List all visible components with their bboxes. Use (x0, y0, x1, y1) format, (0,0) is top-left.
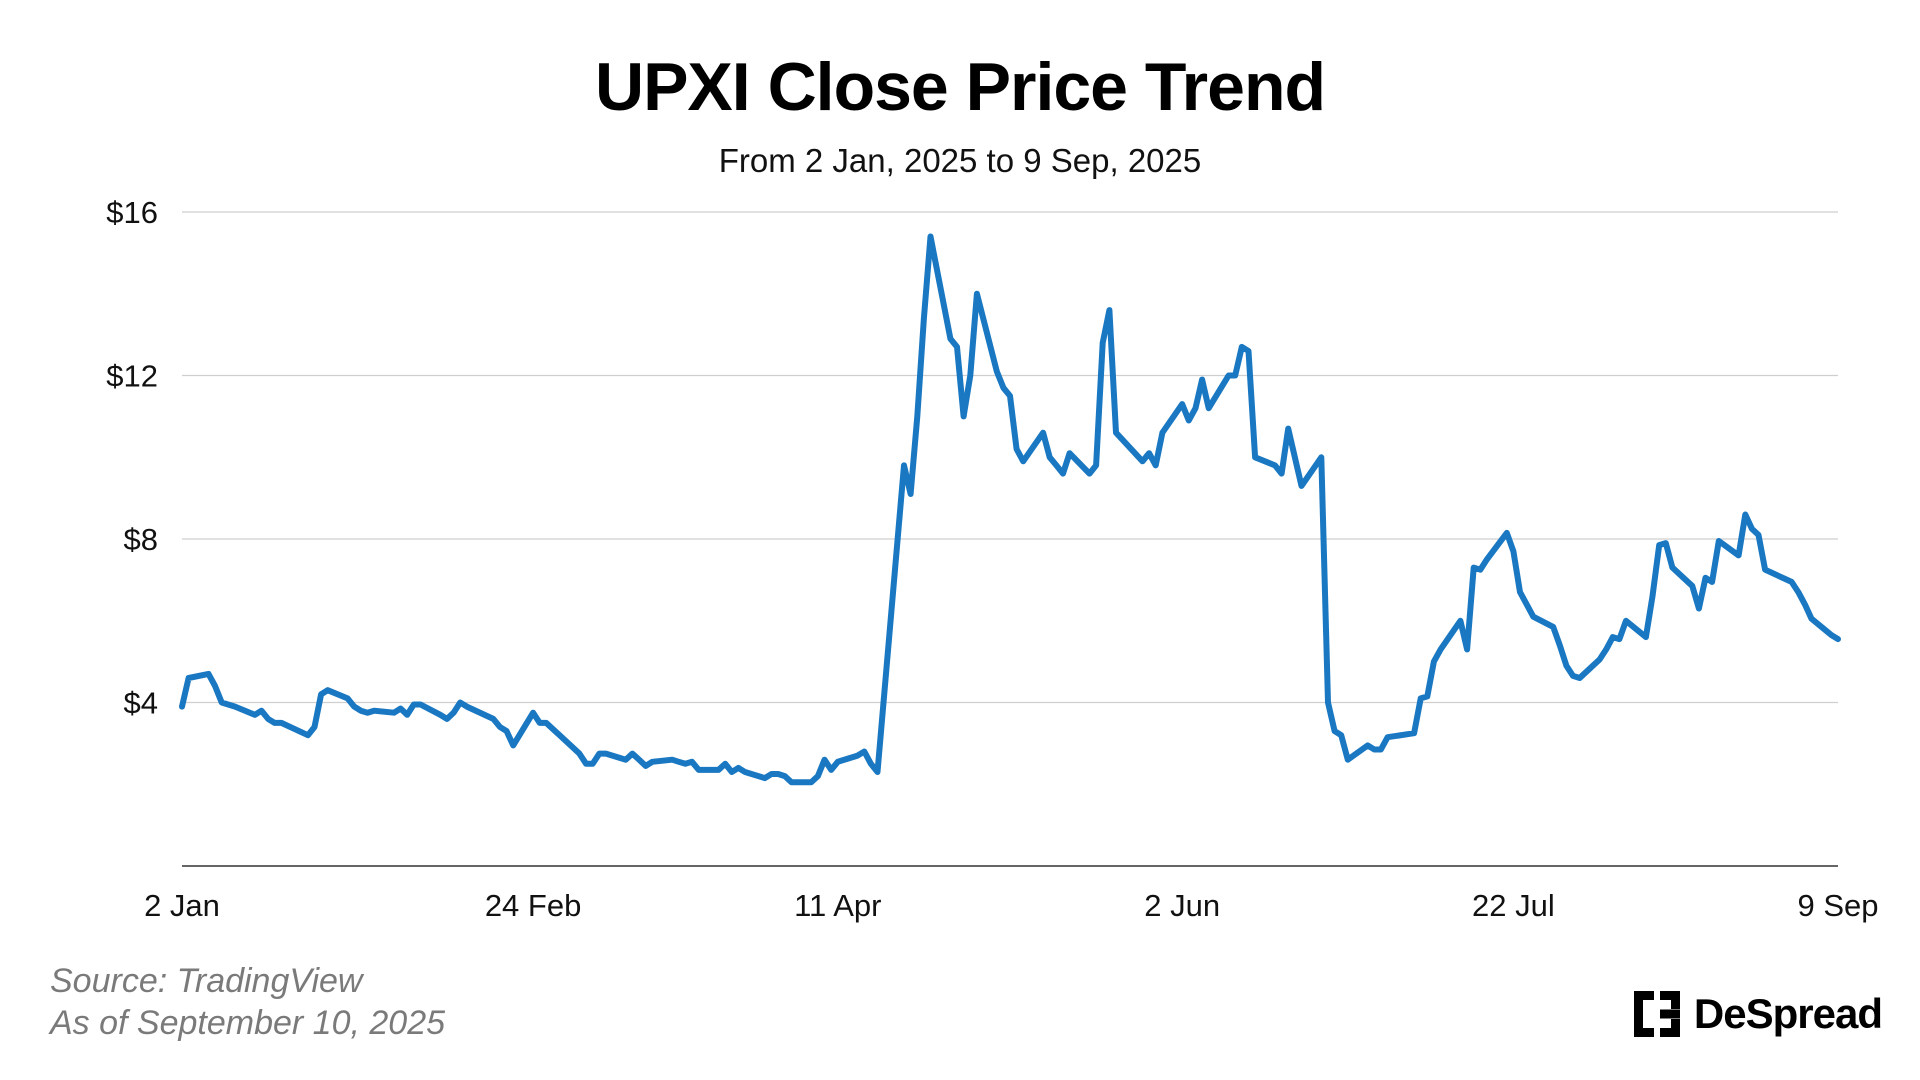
x-tick-label: 11 Apr (794, 888, 881, 923)
y-axis-ticks: $4 $8 $12 $16 (106, 195, 158, 721)
x-tick-label: 2 Jun (1144, 888, 1220, 923)
source-note: Source: TradingView (50, 962, 363, 1000)
chart-subtitle: From 2 Jan, 2025 to 9 Sep, 2025 (718, 142, 1202, 179)
x-tick-label: 22 Jul (1472, 888, 1555, 923)
x-axis-ticks: 2 Jan 24 Feb 11 Apr 2 Jun 22 Jul 9 Sep (144, 888, 1878, 923)
y-tick-label: $12 (106, 359, 158, 394)
grid-lines (182, 211, 1838, 704)
y-tick-label: $16 (106, 195, 158, 230)
chart-title: UPXI Close Price Trend (594, 49, 1326, 125)
x-tick-label: 9 Sep (1797, 888, 1878, 923)
series-layer (179, 233, 1841, 786)
brand-logo: DeSpread (1633, 990, 1883, 1038)
brand-name: DeSpread (1693, 990, 1883, 1037)
y-tick-label: $8 (124, 522, 158, 557)
as-of-note: As of September 10, 2025 (50, 1004, 446, 1042)
x-tick-label: 2 Jan (144, 888, 220, 923)
y-tick-label: $4 (124, 686, 158, 721)
series-line-close-price (179, 233, 1841, 786)
despread-logo-icon (1633, 991, 1680, 1037)
x-tick-label: 24 Feb (485, 888, 582, 923)
footer-notes: Source: TradingView As of September 10, … (50, 960, 445, 1044)
